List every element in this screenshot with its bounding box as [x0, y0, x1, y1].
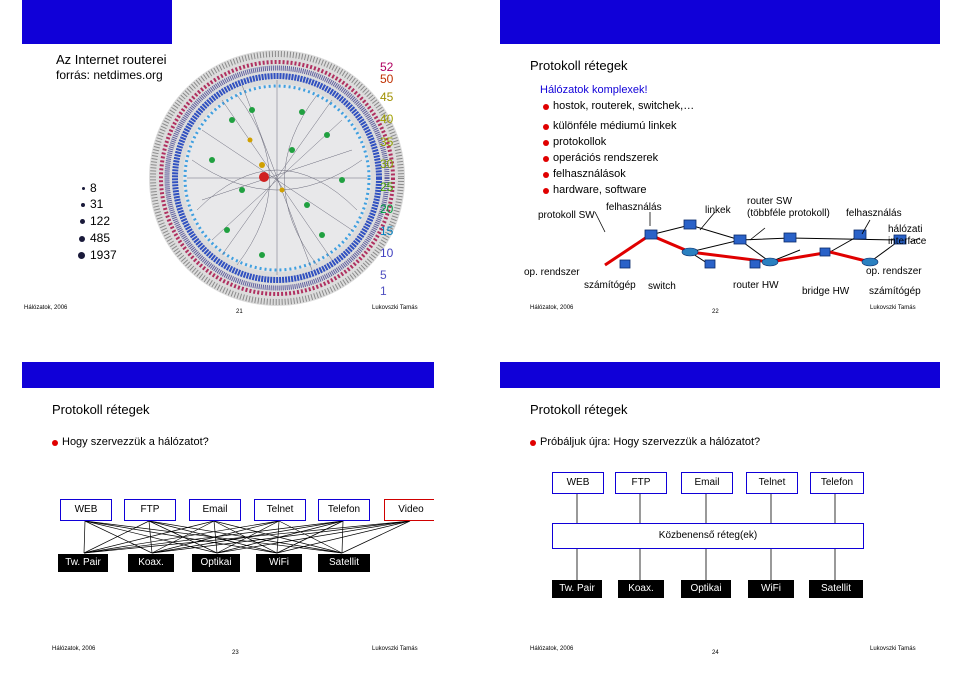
legend-label-8: 8: [90, 181, 97, 195]
scale-25: 25: [380, 180, 394, 194]
slide-22-title: Protokoll rétegek: [530, 58, 628, 73]
media-box-wifi: WiFi: [256, 554, 302, 572]
label-op-rendszer-1: op. rendszer: [524, 267, 580, 278]
media-box-optikai: Optikai: [192, 554, 240, 572]
label-protokoll-sw: protokoll SW: [538, 210, 595, 221]
media-box-koax: Koax.: [128, 554, 174, 572]
slide-22-intro: Hálózatok komplexek!: [540, 84, 648, 96]
scale-30: 30: [380, 157, 394, 171]
slide-21-subtitle: forrás: netdimes.org: [56, 68, 163, 82]
scale-52: 52: [380, 60, 394, 74]
slide-22-header-bar: [500, 0, 940, 44]
middle-layer-box: Közbenenső réteg(ek): [552, 523, 864, 549]
legend-dot-8: [82, 187, 85, 190]
slide-23: Protokoll rétegek Hogy szervezzük a háló…: [22, 362, 434, 662]
media-box-optikai: Optikai: [681, 580, 731, 598]
scale-35: 35: [380, 135, 394, 149]
slide-24: Protokoll rétegek Próbáljuk újra: Hogy s…: [500, 362, 940, 662]
label-linkek: linkek: [705, 205, 731, 216]
label-felhasznalas-1: felhasználás: [606, 202, 662, 213]
slide-23-title: Protokoll rétegek: [52, 402, 150, 417]
app-box-web: WEB: [60, 499, 112, 521]
color-scale: 52 50 45 40 35 30 25 20 15 10 5 1: [378, 60, 418, 300]
slide-24-header-bar: [500, 362, 940, 388]
label-switch: switch: [648, 281, 676, 292]
slide-22-bullet-2: különféle médiumú linkek: [543, 120, 677, 132]
slide-24-page-number: 24: [712, 650, 719, 656]
scale-5: 5: [380, 268, 387, 282]
media-box-wifi: WiFi: [748, 580, 794, 598]
slide-23-footer-right: Lukovszki Tamás: [372, 646, 418, 652]
label-halozati: hálózati: [888, 224, 923, 235]
slide-22-bullet-6: hardware, software: [543, 184, 647, 196]
slide-24-bullet: Próbáljuk újra: Hogy szervezzük a hálóza…: [529, 436, 761, 448]
slide-21: Az Internet routerei forrás: netdimes.or…: [22, 0, 434, 320]
media-box-satellit: Satellit: [809, 580, 863, 598]
slide-22-bullet-3: protokollok: [542, 136, 607, 148]
slide-23-bullet: Hogy szervezzük a hálózatot?: [52, 436, 209, 448]
slide-24-connection-lines: [576, 493, 836, 580]
slide-23-footer-left: Hálózatok, 2006: [52, 646, 96, 652]
label-router-hw: router HW: [733, 280, 779, 291]
slide-21-header-bar: [22, 0, 172, 44]
legend-dot-485: [79, 236, 85, 242]
scale-40: 40: [380, 112, 394, 126]
slide-23-header-bar: [22, 362, 434, 388]
slide-24-footer-right: Lukovszki Tamás: [870, 646, 916, 652]
slide-22-bullet-1: hostok, routerek, switchek,…: [542, 100, 695, 112]
scale-10: 10: [380, 246, 394, 260]
label-router-sw: router SW: [747, 196, 793, 207]
slide-23-connection-lines: [83, 520, 411, 554]
label-bridge-hw: bridge HW: [802, 286, 850, 297]
app-box-email: Email: [189, 499, 241, 521]
legend-label-485: 485: [90, 231, 111, 245]
label-szamitogep-1: számítógép: [584, 280, 636, 291]
slide-24-title: Protokoll rétegek: [530, 402, 628, 417]
internet-router-map: [149, 50, 405, 306]
app-box-telefon: Telefon: [810, 472, 864, 494]
scale-45: 45: [380, 90, 394, 104]
slide-21-page-number: 21: [236, 309, 243, 315]
slide-22-bullet-4: operációs rendszerek: [542, 152, 659, 164]
app-box-web: WEB: [552, 472, 604, 494]
media-box-satellit: Satellit: [318, 554, 370, 572]
label-op-rendszer-2: op. rendszer: [866, 266, 922, 277]
media-box-koax: Koax.: [618, 580, 664, 598]
media-box-tw-pair: Tw. Pair: [552, 580, 602, 598]
slide-22-footer-right: Lukovszki Tamás: [870, 305, 916, 311]
label-felhasznalas-2: felhasználás: [846, 208, 902, 219]
slide-22-footer-left: Hálózatok, 2006: [530, 305, 574, 311]
app-box-telnet: Telnet: [746, 472, 798, 494]
app-box-telefon: Telefon: [318, 499, 370, 521]
scale-20: 20: [380, 202, 394, 216]
slide-24-footer-left: Hálózatok, 2006: [530, 646, 574, 652]
slide-21-title: Az Internet routerei: [56, 52, 167, 67]
slide-22: Protokoll rétegek Hálózatok komplexek! h…: [500, 0, 940, 320]
network-diagram: [594, 211, 921, 269]
slide-23-page-number: 23: [232, 650, 239, 656]
app-box-email: Email: [681, 472, 733, 494]
app-box-ftp: FTP: [615, 472, 667, 494]
slide-22-bullet-5: felhasználások: [543, 168, 626, 180]
legend-label-1937: 1937: [90, 248, 117, 262]
media-box-tw-pair: Tw. Pair: [58, 554, 108, 572]
legend-label-31: 31: [90, 197, 104, 211]
slide-21-footer-left: Hálózatok, 2006: [24, 305, 68, 311]
legend-dot-122: [80, 219, 85, 224]
label-szamitogep-2: számítógép: [869, 286, 921, 297]
app-box-video: Video: [384, 499, 434, 521]
label-interface: interface: [888, 236, 927, 247]
slide-22-page-number: 22: [712, 309, 719, 315]
slide-21-footer-right: Lukovszki Tamás: [372, 305, 418, 311]
scale-50: 50: [380, 72, 394, 86]
scale-1: 1: [380, 284, 387, 298]
app-box-telnet: Telnet: [254, 499, 306, 521]
scale-15: 15: [380, 224, 394, 238]
legend-label-122: 122: [90, 214, 111, 228]
legend-dot-31: [81, 203, 85, 207]
app-box-ftp: FTP: [124, 499, 176, 521]
legend-dot-1937: [78, 252, 85, 259]
label-tobbfele-protokoll: (többféle protokoll): [747, 208, 830, 219]
